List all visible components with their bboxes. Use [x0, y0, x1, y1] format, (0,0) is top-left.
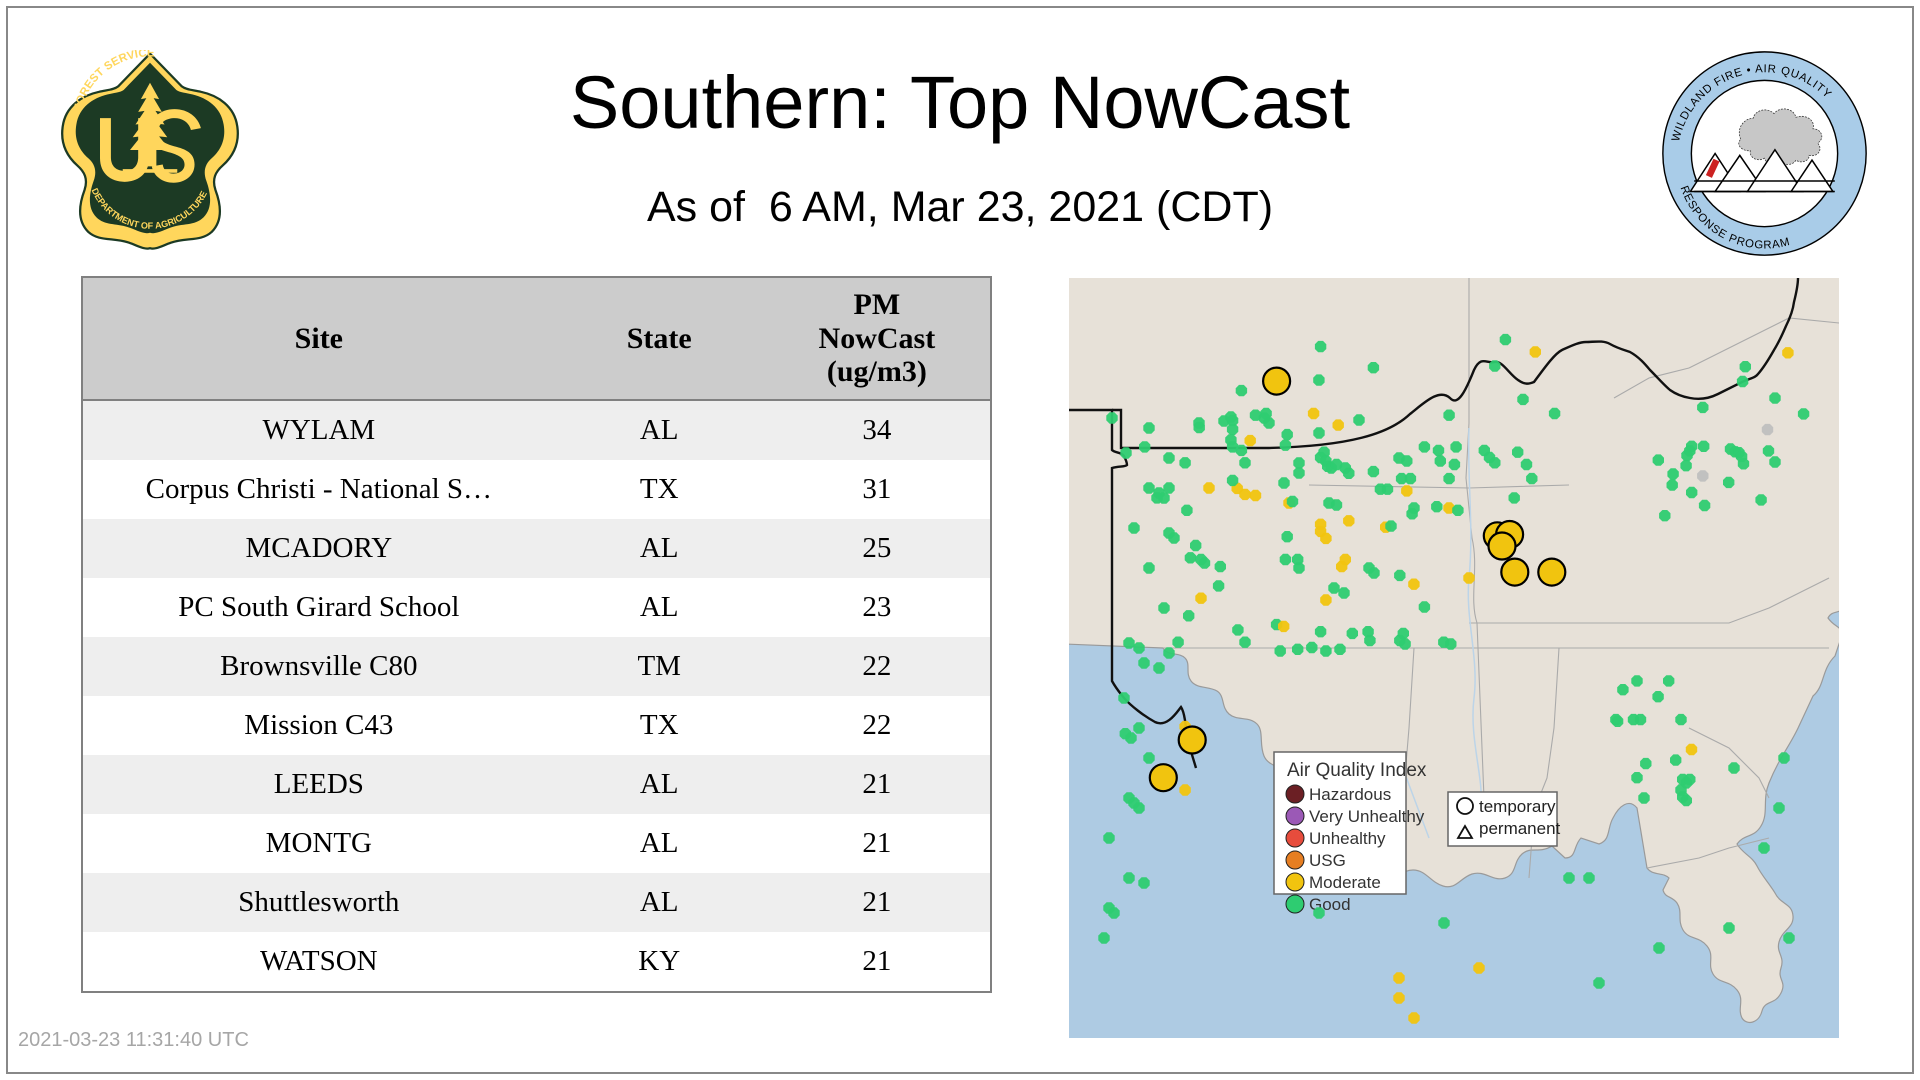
svg-text:Very Unhealthy: Very Unhealthy [1309, 807, 1425, 826]
svg-text:Hazardous: Hazardous [1309, 785, 1391, 804]
svg-text:USG: USG [1309, 851, 1346, 870]
svg-text:temporary: temporary [1479, 797, 1556, 816]
svg-text:Unhealthy: Unhealthy [1309, 829, 1386, 848]
svg-text:permanent: permanent [1479, 819, 1561, 838]
svg-text:Air Quality Index: Air Quality Index [1287, 760, 1427, 781]
svg-text:Moderate: Moderate [1309, 873, 1381, 892]
